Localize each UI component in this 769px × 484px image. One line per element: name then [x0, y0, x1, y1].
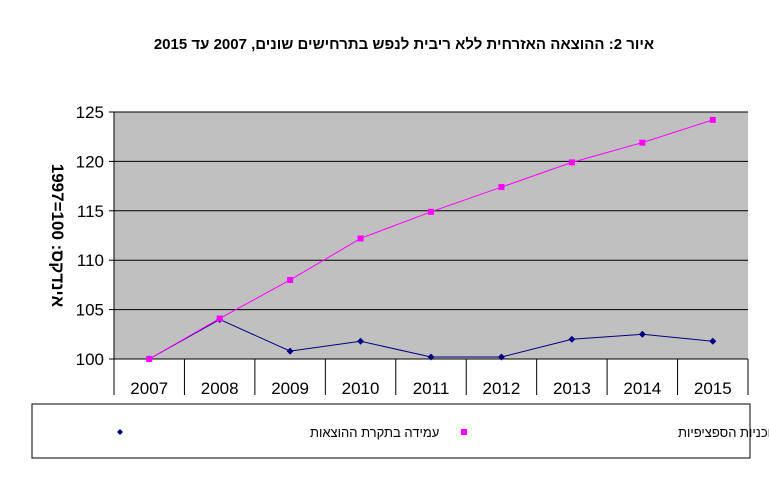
x-tick-label: 2015	[694, 379, 732, 398]
data-point	[709, 337, 717, 345]
y-tick-label: 110	[77, 251, 104, 270]
plot-area	[114, 112, 748, 359]
data-point	[357, 235, 364, 242]
data-point	[216, 315, 223, 322]
legend-marker	[117, 429, 123, 435]
y-axis-ticks: 100 105 110 115 120 125	[76, 103, 114, 369]
chart-title: איור 2: ההוצאה האזרחית ללא ריבית לנפש בת…	[154, 36, 654, 53]
x-tick-label: 2008	[201, 379, 239, 398]
data-point	[709, 116, 716, 123]
legend-label: ההוצאות על פי התוכניות הספציפיות	[678, 425, 769, 440]
x-tick-label: 2013	[553, 379, 591, 398]
y-tick-label: 120	[76, 152, 104, 171]
y-tick-label: 125	[76, 103, 104, 122]
data-point	[427, 353, 435, 361]
data-point	[146, 356, 153, 362]
data-point	[498, 184, 505, 191]
y-tick-label: 115	[77, 202, 104, 221]
y-tick-label: 100	[76, 350, 104, 369]
gridlines	[113, 111, 748, 360]
y-tick-label: 105	[76, 301, 104, 320]
data-point	[568, 159, 575, 166]
data-point	[286, 347, 294, 355]
data-point	[357, 337, 365, 345]
legend-items: עמידה בתקרת ההוצאות ההוצאות על פי התוכניו…	[117, 425, 769, 440]
legend	[31, 403, 751, 459]
data-point	[497, 353, 505, 361]
data-point	[568, 335, 576, 343]
data-point	[638, 330, 646, 338]
x-tick-label: 2010	[342, 379, 380, 398]
x-tick-label: 2007	[130, 379, 168, 398]
series-layer	[145, 116, 717, 363]
data-point	[428, 208, 434, 215]
x-tick-label: 2014	[623, 379, 661, 398]
legend-label: עמידה בתקרת ההוצאות	[310, 425, 439, 440]
x-tick-label: 2012	[483, 379, 521, 398]
x-axis-ticks: 2007 2008 2009 2010 2011 2012 2013 2014 2015	[113, 359, 749, 398]
series-2	[146, 116, 716, 362]
legend-item-2: ההוצאות על פי התוכניות הספציפיות	[461, 425, 769, 440]
x-tick-label: 2011	[413, 379, 450, 398]
x-tick-label: 2009	[271, 379, 309, 398]
legend-item-1: עמידה בתקרת ההוצאות	[117, 425, 439, 440]
data-point	[639, 139, 646, 146]
y-axis-label: אינדקס: 100=1997	[48, 164, 67, 308]
data-point	[287, 276, 294, 283]
legend-marker	[461, 429, 467, 435]
